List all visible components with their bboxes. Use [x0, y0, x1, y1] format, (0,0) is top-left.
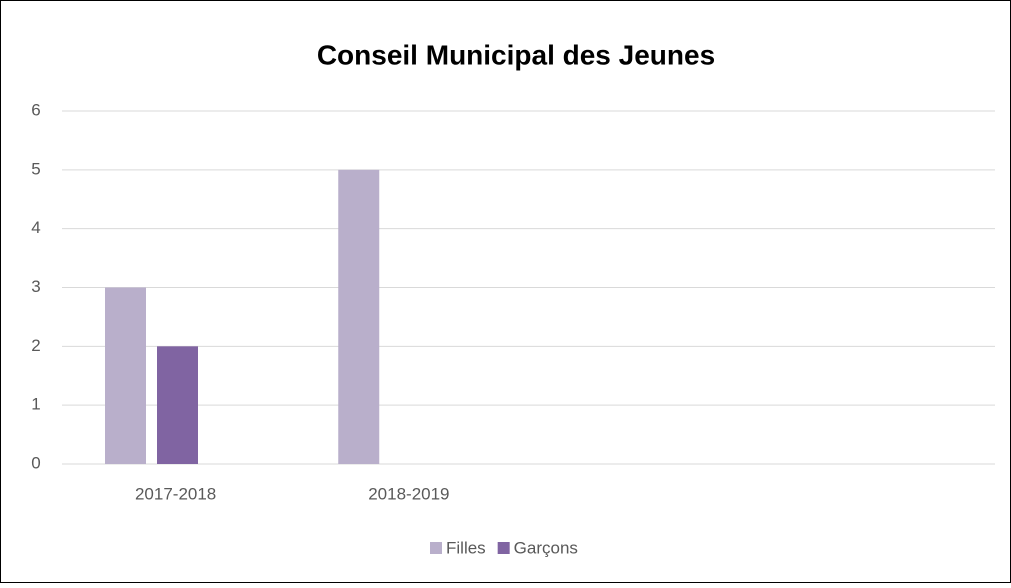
y-tick-label: 0	[31, 453, 40, 472]
x-tick-label: 2017-2018	[135, 484, 216, 503]
chart-title: Conseil Municipal des Jeunes	[317, 39, 715, 70]
y-tick-label: 1	[31, 395, 40, 414]
y-tick-label: 5	[31, 159, 40, 178]
bar	[338, 169, 380, 465]
legend-label: Filles	[446, 538, 486, 557]
legend-swatch	[497, 542, 510, 554]
bar	[105, 287, 146, 464]
legend-swatch	[430, 542, 442, 554]
x-tick-label: 2018-2019	[368, 484, 449, 503]
y-tick-label: 3	[31, 277, 40, 296]
y-tick-label: 4	[31, 218, 40, 237]
y-tick-label: 6	[31, 100, 40, 119]
legend-label: Garçons	[514, 538, 578, 557]
y-tick-label: 2	[31, 336, 40, 355]
bar	[157, 346, 198, 464]
